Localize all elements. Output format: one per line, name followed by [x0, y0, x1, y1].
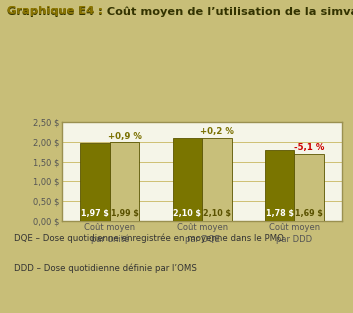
Text: Graphique E4 : Coût moyen de l’utilisation de la simvastatine, Programme de médi: Graphique E4 : Coût moyen de l’utilisati… [7, 6, 353, 17]
Text: 1,99 $: 1,99 $ [110, 209, 138, 218]
Text: DQE – Dose quotidienne enregistrée en moyenne dans le PMO: DQE – Dose quotidienne enregistrée en mo… [14, 234, 284, 243]
Text: 2,10 $: 2,10 $ [203, 209, 231, 218]
Bar [202, 138, 232, 221]
Text: 1,78 $: 1,78 $ [266, 209, 294, 218]
Bar [173, 138, 202, 221]
Bar [80, 143, 110, 221]
Text: +0,2 %: +0,2 % [200, 127, 234, 136]
Text: +0,9 %: +0,9 % [108, 131, 142, 141]
Text: DDD – Dose quotidienne définie par l’OMS: DDD – Dose quotidienne définie par l’OMS [14, 263, 197, 273]
Bar [265, 151, 294, 221]
Text: 1,69 $: 1,69 $ [295, 209, 323, 218]
Bar [110, 142, 139, 221]
Text: 1,97 $: 1,97 $ [81, 209, 109, 218]
Bar [294, 154, 324, 221]
Text: Graphique E4 :: Graphique E4 : [7, 6, 107, 16]
Text: Graphique E4 :: Graphique E4 : [7, 6, 107, 16]
Text: 2,10 $: 2,10 $ [173, 209, 201, 218]
Text: -5,1 %: -5,1 % [294, 143, 324, 152]
